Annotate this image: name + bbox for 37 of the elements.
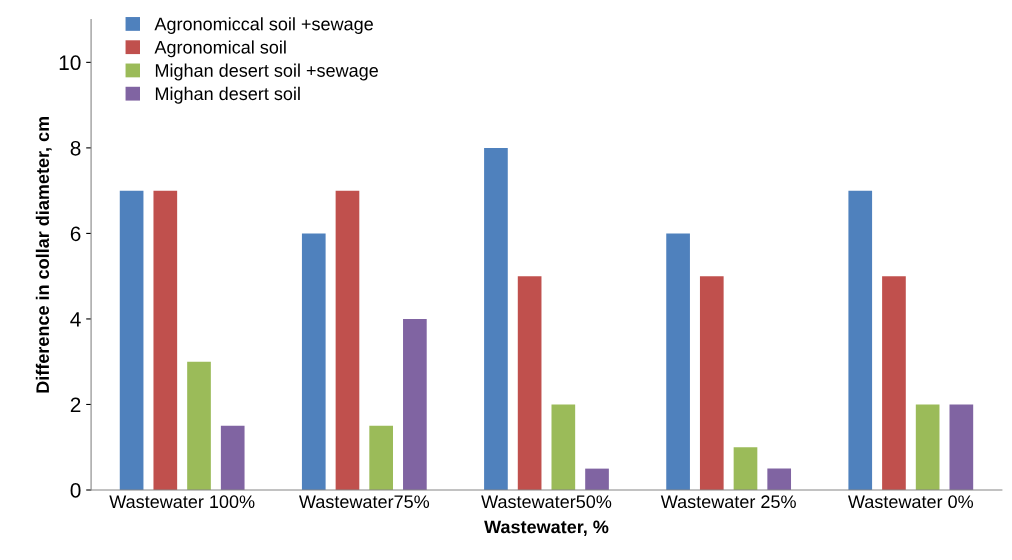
legend-label: Agronomiccal soil +sewage: [154, 17, 373, 34]
x-axis-title: Wastewater, %: [484, 520, 609, 536]
bar: [551, 404, 576, 490]
x-tick-label: Wastewater 0%: [848, 495, 974, 509]
y-tick-label: 10: [59, 55, 81, 71]
y-tick-label: 2: [70, 397, 81, 413]
y-tick-label: 4: [70, 312, 81, 327]
bar: [119, 190, 144, 490]
legend-label: Mighan desert soil +sewage: [155, 63, 378, 81]
bar: [848, 190, 873, 490]
bar: [915, 404, 940, 490]
bar: [733, 447, 758, 490]
y-tick-label: 8: [70, 140, 81, 156]
bar: [335, 190, 360, 490]
bar: [187, 361, 211, 490]
y-tick-label: 0: [70, 483, 81, 498]
x-tick-label: Wastewater 100%: [109, 495, 255, 509]
bar: [484, 147, 508, 490]
legend-label: Agronomical soil: [154, 40, 286, 58]
bar: [517, 276, 542, 490]
y-axis-title: Difference in collar diameter, cm: [35, 116, 52, 393]
bar: [699, 276, 724, 490]
bar: [403, 318, 427, 490]
bar: [949, 404, 974, 490]
bar: [153, 190, 178, 490]
y-tick-label: 6: [70, 226, 81, 242]
bar: [369, 425, 394, 490]
x-tick-label: Wastewater75%: [299, 495, 430, 509]
bar: [301, 233, 326, 490]
legend-label: Mighan desert soil: [155, 86, 300, 104]
bar: [882, 276, 906, 490]
x-tick-label: Wastewater 25%: [660, 495, 796, 509]
x-tick-label: Wastewater50%: [481, 495, 612, 509]
bar: [666, 233, 690, 490]
bar: [220, 425, 245, 490]
bar: [585, 468, 609, 490]
bar: [767, 468, 792, 490]
